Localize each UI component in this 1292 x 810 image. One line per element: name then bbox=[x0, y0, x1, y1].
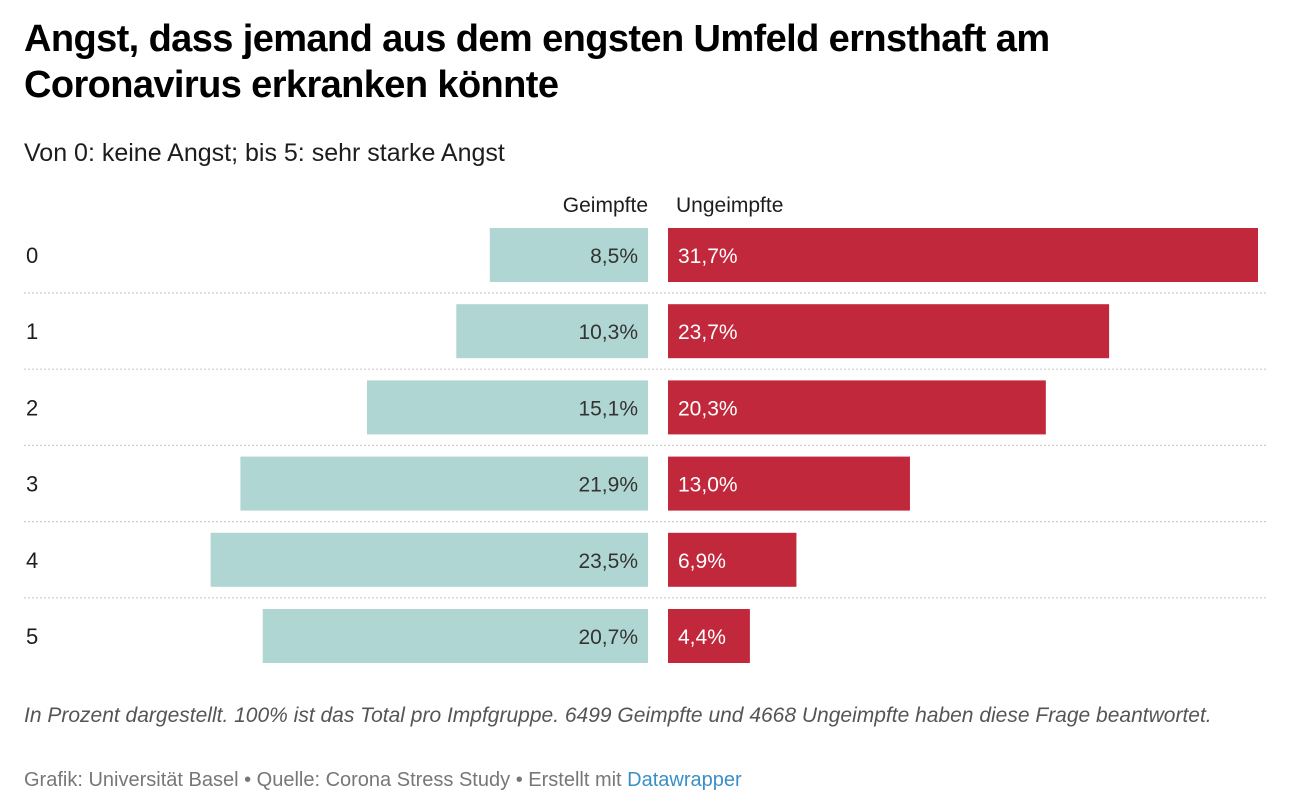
diverging-bar-chart: Geimpfte Ungeimpfte 0 8,5% 31,7% 1 10,3% 23,7% 2… bbox=[24, 194, 1266, 663]
bar-geimpfte bbox=[489, 228, 648, 282]
category-label: 0 bbox=[26, 243, 38, 268]
bar-ungeimpfte bbox=[668, 609, 750, 663]
series-header-geimpfte: Geimpfte bbox=[563, 194, 648, 217]
bar-ungeimpfte bbox=[668, 380, 1046, 435]
chart-title: Angst, dass jemand aus dem engsten Umfel… bbox=[24, 18, 1050, 106]
chart-credits: Grafik: Universität Basel • Quelle: Coro… bbox=[24, 766, 742, 794]
created-with-label: Erstellt mit bbox=[528, 769, 622, 791]
series-header-ungeimpfte: Ungeimpfte bbox=[676, 194, 783, 217]
category-label: 2 bbox=[26, 395, 38, 420]
bar-geimpfte bbox=[456, 304, 648, 359]
bar-geimpfte bbox=[366, 380, 648, 435]
data-label-ungeimpfte: 6,9% bbox=[678, 550, 726, 573]
bar-geimpfte bbox=[210, 532, 649, 587]
category-label: 3 bbox=[26, 472, 38, 497]
data-label-geimpfte: 23,5% bbox=[578, 550, 638, 573]
data-label-geimpfte: 10,3% bbox=[578, 321, 638, 344]
bar-ungeimpfte bbox=[668, 304, 1110, 359]
data-label-geimpfte: 8,5% bbox=[590, 245, 638, 268]
category-label: 5 bbox=[26, 624, 38, 649]
data-label-geimpfte: 21,9% bbox=[578, 474, 638, 497]
chart-footnote: In Prozent dargestellt. 100% ist das Tot… bbox=[24, 704, 1212, 727]
bar-ungeimpfte bbox=[668, 456, 910, 511]
datawrapper-link[interactable]: Datawrapper bbox=[627, 769, 742, 791]
chart-subtitle: Von 0: keine Angst; bis 5: sehr starke A… bbox=[24, 139, 505, 167]
data-label-ungeimpfte: 13,0% bbox=[678, 474, 738, 497]
data-label-ungeimpfte: 31,7% bbox=[678, 245, 738, 268]
data-label-geimpfte: 20,7% bbox=[578, 626, 638, 649]
data-label-geimpfte: 15,1% bbox=[578, 397, 638, 420]
category-label: 1 bbox=[26, 319, 38, 344]
credit-separator: • bbox=[244, 769, 252, 791]
bar-ungeimpfte bbox=[668, 228, 1258, 282]
data-label-ungeimpfte: 20,3% bbox=[678, 397, 738, 420]
source-credit: Quelle: Corona Stress Study bbox=[256, 769, 511, 791]
data-label-ungeimpfte: 23,7% bbox=[678, 321, 738, 344]
credit-separator: • bbox=[515, 769, 523, 791]
category-label: 4 bbox=[26, 548, 38, 573]
bar-ungeimpfte bbox=[668, 532, 797, 587]
graphic-credit: Grafik: Universität Basel bbox=[24, 769, 239, 791]
bar-geimpfte bbox=[262, 609, 648, 663]
data-label-ungeimpfte: 4,4% bbox=[678, 626, 726, 649]
bar-geimpfte bbox=[240, 456, 649, 511]
